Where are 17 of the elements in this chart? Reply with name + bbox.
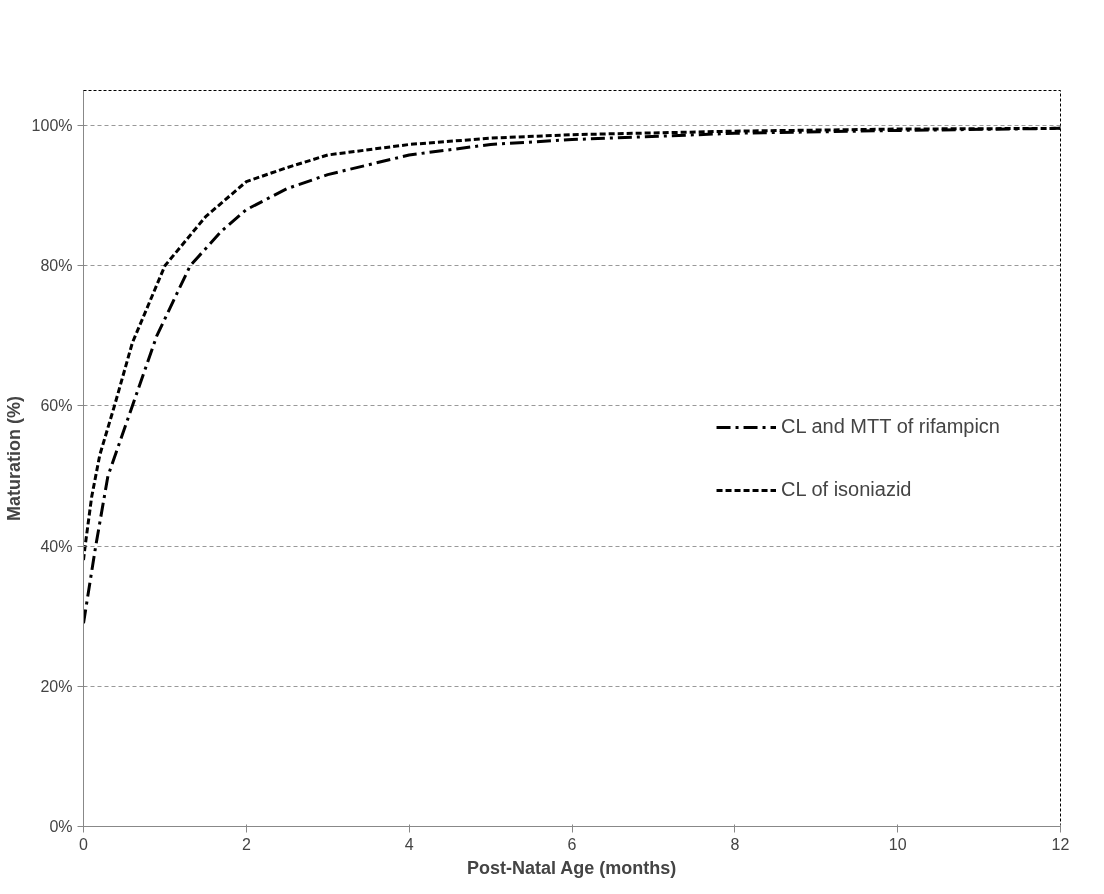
y-tick-label: 40%	[40, 537, 73, 555]
y-tick-label: 0%	[49, 818, 73, 835]
x-tick-label: 12	[1051, 835, 1070, 853]
x-tick-label: 0	[79, 835, 89, 853]
x-tick-label: 8	[730, 835, 740, 853]
x-tick-label: 4	[404, 835, 414, 853]
legend-label: CL and MTT of rifampicn	[781, 415, 1000, 438]
x-tick-label: 10	[888, 835, 907, 853]
x-tick-label: 2	[241, 835, 251, 853]
y-tick-label: 100%	[31, 117, 73, 135]
y-tick-label: 80%	[40, 257, 73, 275]
x-axis-title: Post-Natal Age (months)	[467, 857, 677, 878]
y-axis-title: Maturation (%)	[3, 395, 24, 521]
legend-label: CL of isoniazid	[781, 478, 912, 501]
y-tick-label: 60%	[40, 397, 73, 415]
y-tick-label: 20%	[40, 677, 73, 695]
x-tick-label: 6	[567, 835, 577, 853]
